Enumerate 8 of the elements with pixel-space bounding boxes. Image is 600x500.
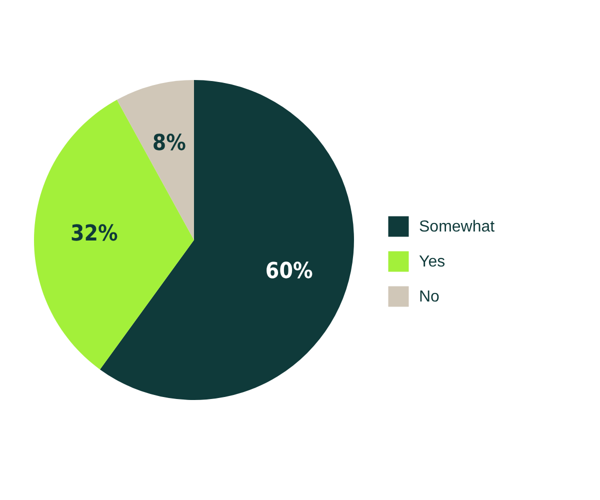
legend-label: Yes xyxy=(419,254,446,270)
legend-label: Somewhat xyxy=(419,218,496,236)
data-label: 60% xyxy=(265,258,313,284)
pie-slice xyxy=(116,80,194,240)
legend-label: No xyxy=(419,288,440,306)
data-label: 32% xyxy=(70,222,118,247)
data-label: 8% xyxy=(152,131,186,156)
pie-slice xyxy=(34,100,194,370)
